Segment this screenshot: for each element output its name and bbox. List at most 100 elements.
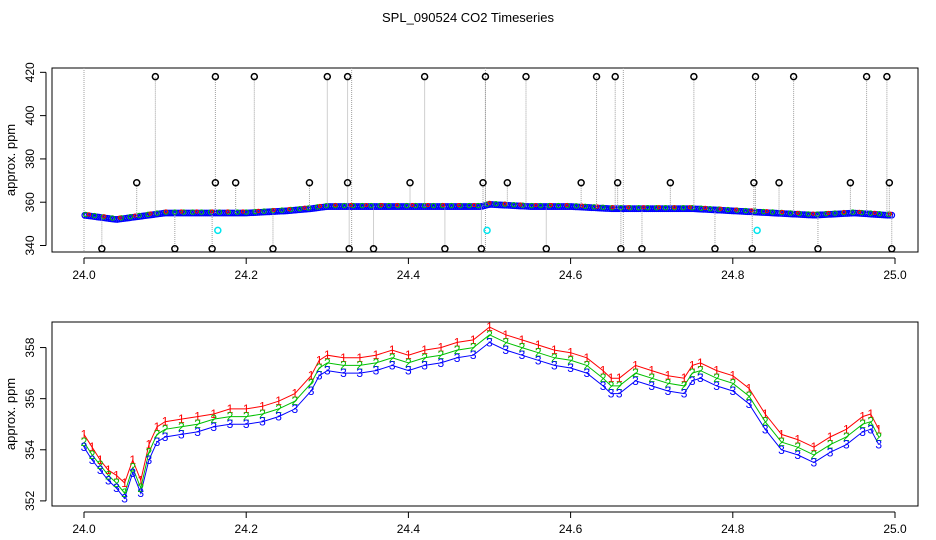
series-1-point: 1 bbox=[356, 351, 363, 365]
baseline-point-alt2 bbox=[441, 202, 446, 208]
series-2-point: 2 bbox=[843, 430, 850, 444]
series-1-point: 1 bbox=[551, 343, 558, 357]
baseline-point-alt2 bbox=[132, 213, 138, 218]
baseline-point-alt bbox=[234, 209, 240, 215]
series-2-point: 2 bbox=[713, 371, 720, 385]
x-tick-label: 24.4 bbox=[397, 268, 421, 282]
spike-low-point bbox=[171, 245, 179, 253]
series-3-point: 3 bbox=[535, 353, 542, 367]
series-1-point: 1 bbox=[292, 387, 299, 401]
baseline-point-alt2 bbox=[317, 203, 323, 209]
x-tick-label: 24.8 bbox=[721, 522, 745, 536]
series-1-point: 1 bbox=[794, 433, 801, 447]
baseline-point-alt2 bbox=[610, 205, 615, 210]
baseline-point-alt bbox=[109, 215, 116, 221]
x-tick-label: 24.8 bbox=[721, 268, 745, 282]
series-3-point: 3 bbox=[154, 435, 161, 449]
baseline-point-alt bbox=[181, 209, 187, 215]
series-3-point: 3 bbox=[454, 351, 461, 365]
y-tick-label: 400 bbox=[23, 105, 37, 125]
baseline-point-alt2 bbox=[872, 210, 877, 215]
series-3-point: 3 bbox=[146, 453, 153, 467]
baseline-point-alt2 bbox=[595, 204, 600, 209]
baseline-point-alt bbox=[430, 202, 437, 209]
series-3-point: 3 bbox=[648, 379, 655, 393]
series-3-point: 3 bbox=[616, 387, 623, 401]
baseline-point-alt bbox=[546, 202, 553, 209]
spike-high-point bbox=[151, 72, 160, 81]
series-2-point: 2 bbox=[519, 341, 526, 355]
series-1-point: 1 bbox=[535, 338, 542, 352]
baseline-point-alt2 bbox=[225, 209, 230, 214]
series-1-point: 1 bbox=[178, 412, 185, 426]
series-2-point: 2 bbox=[137, 481, 144, 495]
spike-low-point bbox=[208, 245, 216, 253]
series-1-point: 1 bbox=[811, 440, 818, 454]
series-1-point: 1 bbox=[437, 341, 444, 355]
baseline-point-alt bbox=[172, 209, 178, 215]
series-2-point: 2 bbox=[243, 410, 250, 424]
spike-low-point bbox=[748, 245, 757, 253]
spike-high-point bbox=[323, 72, 332, 81]
baseline-point-alt bbox=[823, 210, 829, 217]
series-1-point: 1 bbox=[608, 371, 615, 385]
series-2-point: 2 bbox=[867, 415, 874, 429]
baseline-point-alt bbox=[368, 202, 374, 209]
x-tick-label: 24.2 bbox=[235, 268, 259, 282]
series-3-point: 3 bbox=[373, 364, 380, 378]
baseline-point-alt bbox=[600, 204, 606, 210]
baseline-point-alt bbox=[341, 202, 348, 209]
baseline-point-alt bbox=[216, 209, 223, 215]
series-3-point: 3 bbox=[713, 379, 720, 393]
series-2-point: 2 bbox=[794, 440, 801, 454]
spike-low-point bbox=[441, 245, 449, 253]
baseline-point-alt bbox=[377, 202, 383, 209]
baseline-point-alt bbox=[743, 207, 749, 214]
series-1-point: 1 bbox=[762, 407, 769, 421]
baseline-point-alt bbox=[537, 202, 544, 209]
baseline-point-alt bbox=[288, 206, 294, 213]
y-tick-label: 356 bbox=[23, 388, 37, 408]
spike-high-point bbox=[862, 72, 871, 81]
baseline-point-alt2 bbox=[795, 210, 800, 215]
baseline-point-alt bbox=[707, 205, 713, 212]
baseline-point-alt2 bbox=[764, 209, 769, 214]
spike-high-point bbox=[789, 72, 798, 81]
series-1-point: 1 bbox=[648, 364, 655, 378]
series-3-point: 3 bbox=[502, 343, 509, 357]
series-1-point: 1 bbox=[746, 381, 753, 395]
baseline-point-alt2 bbox=[117, 215, 122, 220]
baseline-point-alt2 bbox=[86, 212, 91, 217]
baseline-point-alt bbox=[404, 202, 410, 209]
series-1-point: 1 bbox=[502, 328, 509, 342]
series-2-point: 2 bbox=[681, 379, 688, 393]
spike-low-point bbox=[269, 245, 277, 253]
series-3-point: 3 bbox=[859, 425, 866, 439]
series-2-point: 2 bbox=[535, 346, 542, 360]
baseline-point-alt bbox=[885, 211, 892, 217]
baseline-point-alt2 bbox=[471, 202, 477, 208]
series-3-point: 3 bbox=[600, 379, 607, 393]
chart-title: SPL_090524 CO2 Timeseries bbox=[382, 10, 554, 25]
series-1-point: 1 bbox=[105, 463, 112, 477]
baseline-point-alt2 bbox=[518, 202, 523, 207]
series-2-point: 2 bbox=[113, 476, 120, 490]
spike-mid-point bbox=[846, 178, 855, 187]
baseline-point-alt2 bbox=[240, 209, 246, 214]
series-1-point: 1 bbox=[827, 430, 834, 444]
series-2-point: 2 bbox=[567, 353, 574, 367]
baseline-point-alt2 bbox=[179, 209, 184, 214]
series-2-point: 2 bbox=[600, 371, 607, 385]
y-tick-label: 358 bbox=[23, 337, 37, 357]
series-2-point: 2 bbox=[665, 376, 672, 390]
bottom-y-axis-label: approx. ppm bbox=[3, 378, 18, 450]
series-2-point: 2 bbox=[616, 379, 623, 393]
baseline-point-alt2 bbox=[579, 203, 585, 208]
spike-mid-point bbox=[503, 178, 512, 187]
spike-mid-point bbox=[211, 178, 220, 187]
series-2-point: 2 bbox=[121, 486, 128, 500]
baseline-point-alt2 bbox=[703, 205, 708, 210]
baseline-point-alt bbox=[493, 201, 499, 207]
